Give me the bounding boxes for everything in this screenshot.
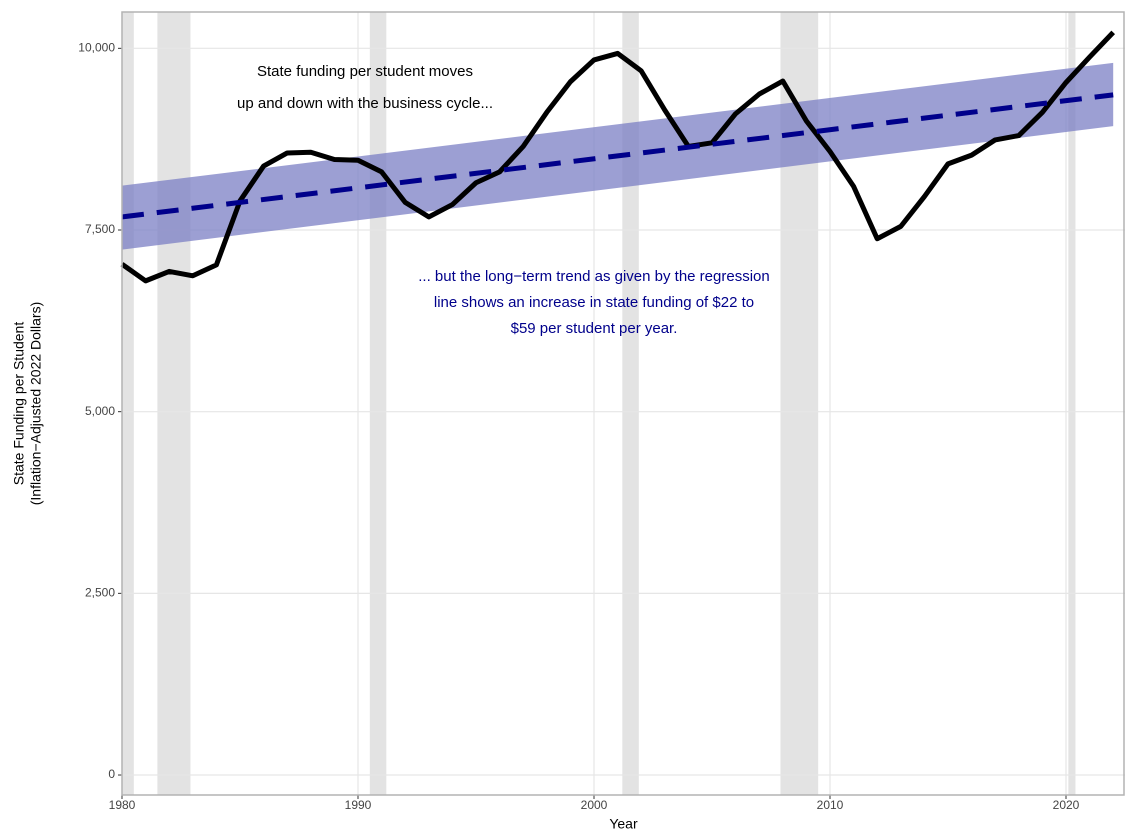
x-tick-label: 2000 <box>581 798 608 812</box>
y-axis-title: State Funding per Student <box>11 322 27 486</box>
trend-line <box>121 92 1114 220</box>
x-tick-label: 2010 <box>817 798 844 812</box>
annotation: State funding per student moves <box>257 63 473 80</box>
panel-border <box>121 11 1125 796</box>
annotation: line shows an increase in state funding … <box>434 294 754 311</box>
recession-band <box>122 12 134 795</box>
y-tick-label: 10,000 <box>78 41 115 55</box>
x-tick-label: 1980 <box>109 798 136 812</box>
x-tick-label: 1990 <box>345 798 372 812</box>
y-axis-title: (Inflation−Adjusted 2022 Dollars) <box>28 302 44 506</box>
y-tick-label: 0 <box>108 767 115 781</box>
y-tick-label: 7,500 <box>85 222 115 236</box>
data-line <box>120 30 1116 284</box>
annotation: up and down with the business cycle... <box>237 95 493 112</box>
y-tick-label: 5,000 <box>85 404 115 418</box>
x-axis-title: Year <box>609 816 638 832</box>
recession-band <box>622 12 639 795</box>
recession-band <box>369 12 387 795</box>
x-tick-label: 2020 <box>1053 798 1080 812</box>
annotation: $59 per student per year. <box>511 320 678 337</box>
recession-band <box>1068 12 1076 795</box>
annotation: ... but the long−term trend as given by … <box>418 268 769 285</box>
recession-band <box>157 12 191 795</box>
y-tick-label: 2,500 <box>85 586 115 600</box>
